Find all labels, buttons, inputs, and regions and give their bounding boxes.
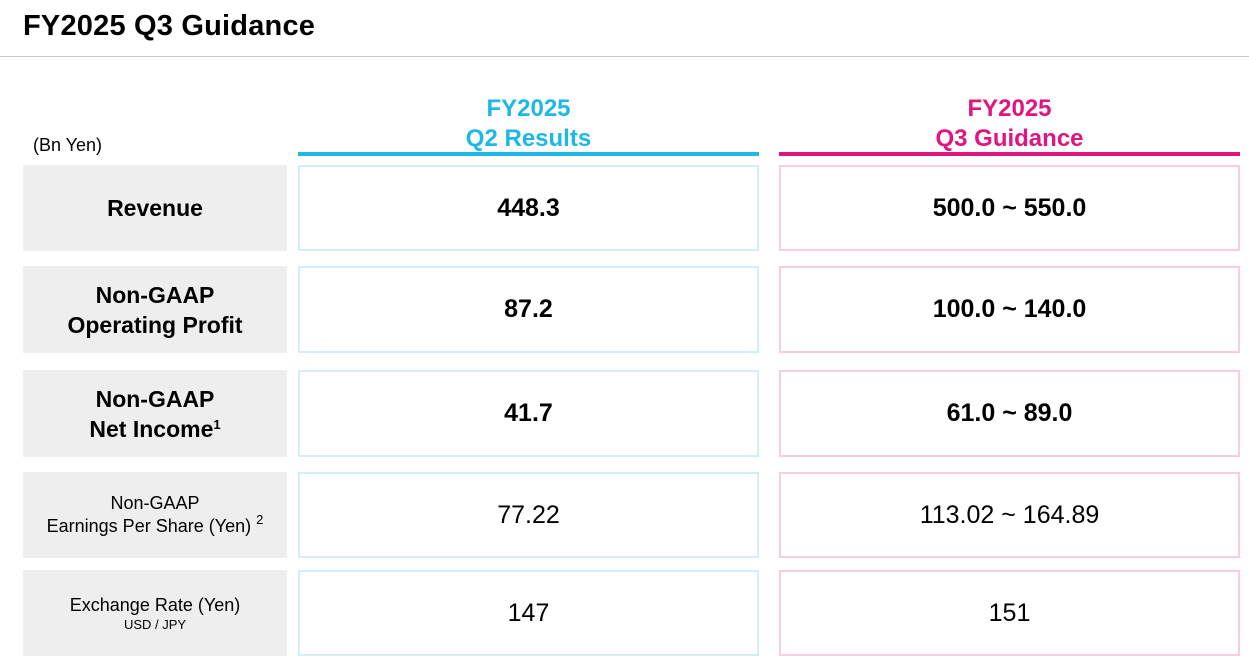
title-divider bbox=[0, 56, 1249, 57]
row-label-text: Revenue bbox=[107, 195, 203, 221]
row-label-revenue: Revenue bbox=[23, 165, 287, 251]
cell-revenue-q3: 500.0 ~ 550.0 bbox=[779, 165, 1240, 251]
row-label-line2-wrap: Earnings Per Share (Yen) 2 bbox=[46, 512, 264, 538]
cell-exchange-rate-q2: 147 bbox=[298, 570, 759, 656]
page-title: FY2025 Q3 Guidance bbox=[23, 10, 316, 42]
row-label-line2-wrap: Net Income1 bbox=[89, 414, 220, 444]
row-label-line2: Net Income bbox=[89, 415, 214, 442]
column-header-q3-line2: Q3 Guidance bbox=[935, 125, 1084, 152]
row-label-sub: USD / JPY bbox=[123, 616, 187, 632]
column-header-q3-line1: FY2025 bbox=[967, 95, 1052, 122]
column-header-q2-line2: Q2 Results bbox=[465, 125, 592, 152]
cell-net-income-q3: 61.0 ~ 89.0 bbox=[779, 370, 1240, 457]
row-label-net-income: Non-GAAP Net Income1 bbox=[23, 370, 287, 457]
column-header-q3-underline bbox=[779, 152, 1240, 156]
row-label-operating-profit: Non-GAAP Operating Profit bbox=[23, 266, 287, 353]
cell-operating-profit-q3: 100.0 ~ 140.0 bbox=[779, 266, 1240, 353]
cell-eps-q3: 113.02 ~ 164.89 bbox=[779, 472, 1240, 558]
row-label-line2: Operating Profit bbox=[67, 311, 243, 338]
cell-net-income-q2: 41.7 bbox=[298, 370, 759, 457]
column-header-q2-results: FY2025 Q2 Results bbox=[298, 94, 759, 152]
footnote-marker: 1 bbox=[213, 416, 221, 432]
row-label-line2: Earnings Per Share (Yen) bbox=[46, 516, 252, 536]
cell-operating-profit-q2: 87.2 bbox=[298, 266, 759, 353]
cell-revenue-q2: 448.3 bbox=[298, 165, 759, 251]
column-header-q2-underline bbox=[298, 152, 759, 156]
cell-exchange-rate-q3: 151 bbox=[779, 570, 1240, 656]
footnote-marker: 2 bbox=[256, 512, 264, 527]
unit-label: (Bn Yen) bbox=[33, 135, 103, 155]
row-label-eps: Non-GAAP Earnings Per Share (Yen) 2 bbox=[23, 472, 287, 558]
row-label-line1: Exchange Rate (Yen) bbox=[69, 594, 241, 615]
cell-eps-q2: 77.22 bbox=[298, 472, 759, 558]
column-header-q3-guidance: FY2025 Q3 Guidance bbox=[779, 94, 1240, 152]
row-label-line1: Non-GAAP bbox=[95, 385, 215, 412]
column-header-q2-line1: FY2025 bbox=[486, 95, 571, 122]
row-label-line1: Non-GAAP bbox=[95, 281, 215, 308]
row-label-exchange-rate: Exchange Rate (Yen) USD / JPY bbox=[23, 570, 287, 656]
row-label-line1: Non-GAAP bbox=[110, 493, 200, 513]
